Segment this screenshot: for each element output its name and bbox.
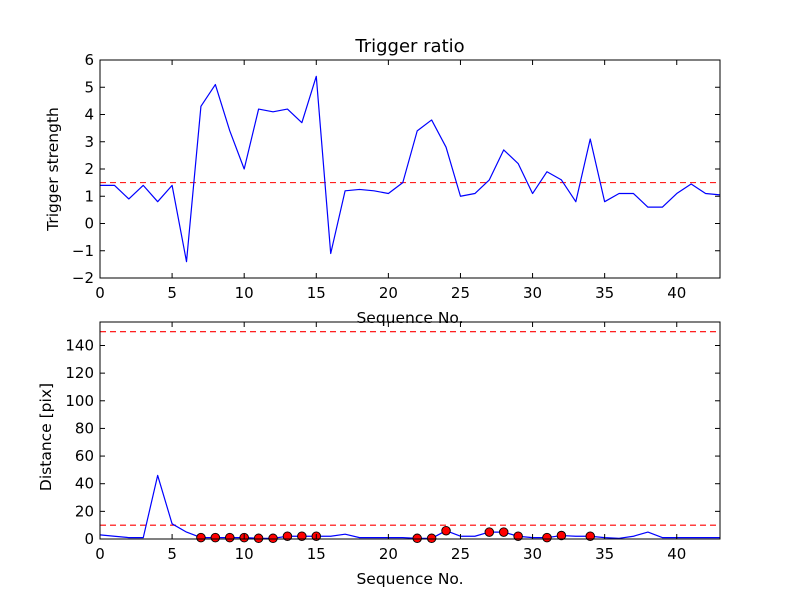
- x-tick-label: 25: [451, 545, 470, 563]
- distance-panel: Distance [pix] Sequence No. 0 5 10 15 20 25 30…: [37, 321, 721, 588]
- data-point-marker: [253, 533, 264, 544]
- y-tick-label: 60: [75, 447, 94, 465]
- y-tick-label: −2: [72, 269, 94, 287]
- trigger-ratio-panel: Trigger ratio Trigger strength Sequence …: [44, 36, 721, 327]
- data-point-marker: [297, 531, 307, 541]
- y-tick-label: 80: [75, 419, 94, 437]
- x-tick-label: 35: [595, 284, 614, 302]
- y-axis-label: Trigger strength: [44, 107, 62, 232]
- y-tick-label: 40: [75, 475, 94, 493]
- x-tick-label: 20: [379, 545, 398, 563]
- data-point-marker: [412, 533, 422, 544]
- y-tick-label: 0: [84, 530, 94, 548]
- y-tick-label: 1: [84, 187, 94, 205]
- x-tick-label: 15: [307, 545, 326, 563]
- plot-frame: [99, 59, 721, 279]
- x-tick-label: 0: [95, 284, 105, 302]
- data-point-marker: [196, 532, 206, 543]
- x-tick-label: 30: [523, 284, 542, 302]
- x-tick-label: 20: [379, 284, 398, 302]
- y-tick-label: −1: [72, 242, 94, 260]
- data-point-marker: [484, 527, 495, 537]
- data-point-marker: [441, 525, 451, 536]
- y-tick-label: 0: [84, 215, 94, 233]
- data-point-marker: [210, 532, 221, 543]
- x-tick-label: 0: [95, 545, 105, 563]
- y-tick-label: 6: [84, 51, 94, 69]
- plot-frame: [99, 321, 721, 540]
- data-point-marker: [282, 531, 293, 541]
- x-tick-label: 15: [307, 284, 326, 302]
- y-tick-label: 120: [65, 364, 94, 382]
- data-point-marker: [542, 532, 552, 543]
- series-line: [100, 75, 720, 263]
- x-axis-label: Sequence No.: [356, 570, 463, 588]
- y-tick-label: 3: [84, 133, 94, 151]
- x-tick-label: 10: [235, 284, 254, 302]
- x-tick-label: 40: [667, 284, 686, 302]
- y-tick-label: 140: [65, 336, 94, 354]
- y-tick-label: 2: [84, 160, 94, 178]
- y-tick-label: 4: [84, 106, 94, 124]
- x-tick-label: 5: [167, 284, 177, 302]
- y-tick-label: 5: [84, 78, 94, 96]
- data-point-marker: [268, 533, 278, 544]
- y-tick-label: 20: [75, 502, 94, 520]
- data-point-marker: [556, 530, 567, 541]
- x-tick-label: 25: [451, 284, 470, 302]
- x-tick-label: 5: [167, 545, 177, 563]
- data-point-marker: [498, 527, 509, 537]
- data-point-marker: [426, 533, 437, 544]
- x-tick-label: 30: [523, 545, 542, 563]
- data-point-marker: [513, 531, 523, 541]
- series-line: [100, 474, 720, 539]
- data-point-marker: [225, 532, 235, 543]
- x-tick-label: 10: [235, 545, 254, 563]
- data-point-marker: [585, 531, 595, 541]
- chart-title: Trigger ratio: [354, 36, 464, 57]
- x-tick-label: 35: [595, 545, 614, 563]
- y-tick-label: 100: [65, 392, 94, 410]
- y-axis-label: Distance [pix]: [37, 383, 55, 491]
- x-tick-label: 40: [667, 545, 686, 563]
- x-axis-label: Sequence No.: [356, 309, 463, 327]
